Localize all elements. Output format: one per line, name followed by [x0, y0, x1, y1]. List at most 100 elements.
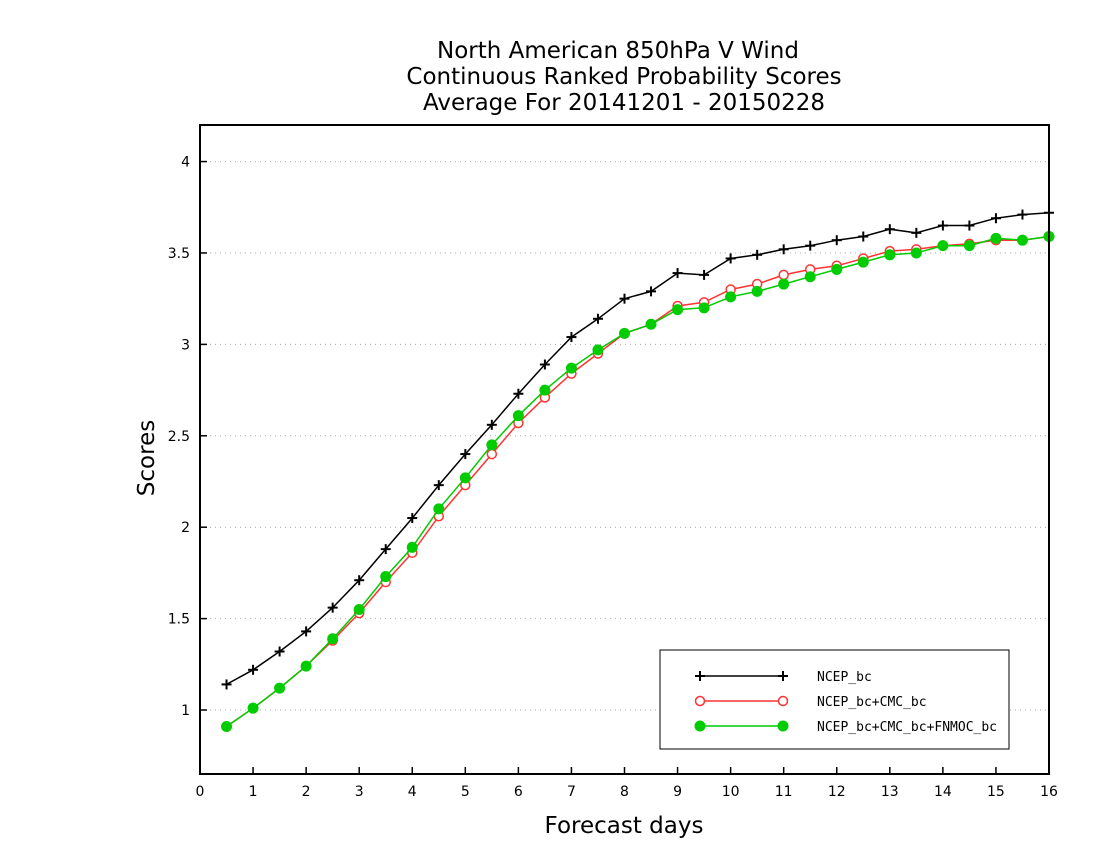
- data-point: [407, 513, 418, 524]
- data-point: [380, 571, 392, 583]
- data-point: [699, 269, 710, 280]
- y-tick-label: 1.5: [168, 612, 190, 628]
- data-point: [698, 302, 710, 314]
- data-point: [804, 271, 816, 283]
- y-tick-label: 4: [181, 155, 190, 171]
- x-tick-label: 4: [408, 784, 417, 800]
- data-point: [539, 359, 550, 370]
- data-point: [433, 503, 445, 515]
- x-tick-label: 12: [828, 784, 846, 800]
- x-tick-label: 13: [881, 784, 899, 800]
- legend-entry-3: NCEP_bc+CMC_bc+FNMOC_bc: [694, 720, 997, 735]
- data-point: [592, 313, 603, 324]
- y-tick-label: 2: [181, 520, 190, 536]
- data-point: [990, 213, 1001, 224]
- data-point: [964, 220, 975, 231]
- data-point: [778, 269, 789, 281]
- data-point: [725, 253, 736, 264]
- data-point: [301, 626, 312, 637]
- data-point: [327, 633, 339, 645]
- series-3: [221, 231, 1055, 732]
- x-tick-label: 16: [1040, 784, 1058, 800]
- series-1: [221, 207, 1054, 690]
- data-point: [725, 291, 737, 303]
- title-line-1: North American 850hPa V Wind: [437, 38, 799, 64]
- x-tick-label: 9: [673, 784, 682, 800]
- data-point: [486, 439, 498, 451]
- legend-marker: [777, 695, 789, 707]
- x-tick-label: 5: [461, 784, 470, 800]
- tick-layer: 11.522.533.540 1 2 3 4 5 6 7 8 9 10 11 12 13 14 15 16: [168, 155, 1058, 800]
- legend-label: NCEP_bc: [817, 670, 872, 685]
- data-point: [460, 449, 471, 460]
- data-point: [274, 646, 285, 657]
- x-tick-label: 3: [355, 784, 364, 800]
- x-tick-label: 6: [514, 784, 523, 800]
- legend-entries: NCEP_bc NCEP_bc+CMC_bc NCEP_bc+CMC_bc+FNMO…: [694, 670, 997, 735]
- legend-entry-1: NCEP_bc: [695, 670, 872, 685]
- legend-marker: [778, 671, 788, 681]
- data-point: [433, 480, 444, 491]
- data-point: [963, 240, 975, 252]
- y-axis-title: Scores: [134, 420, 160, 496]
- data-point: [512, 410, 524, 422]
- data-point: [778, 278, 790, 290]
- grid: [200, 161, 1049, 711]
- legend-marker: [777, 720, 789, 732]
- data-point: [592, 344, 604, 356]
- data-point: [778, 244, 789, 255]
- data-point: [380, 544, 391, 555]
- legend-box: [659, 649, 1010, 750]
- data-point: [672, 304, 684, 316]
- x-tick-label: 14: [934, 784, 952, 800]
- title-line-3: Average For 20141201 - 20150228: [423, 90, 825, 116]
- legend: NCEP_bc NCEP_bc+CMC_bc NCEP_bc+CMC_bc+FNMO…: [659, 649, 1010, 750]
- data-point: [486, 448, 498, 460]
- data-point: [459, 472, 471, 484]
- legend-entry-2: NCEP_bc+CMC_bc: [694, 695, 927, 710]
- data-point: [857, 256, 869, 268]
- title-line-2: Continuous Ranked Probability Scores: [406, 64, 841, 90]
- data-point: [539, 384, 551, 396]
- data-point: [831, 235, 842, 246]
- x-tick-label: 8: [620, 784, 629, 800]
- data-point: [486, 419, 497, 430]
- data-point: [645, 318, 657, 330]
- x-tick-label: 10: [722, 784, 740, 800]
- data-point: [406, 541, 418, 553]
- data-point: [248, 664, 259, 675]
- data-point: [1016, 234, 1028, 246]
- data-point: [752, 249, 763, 260]
- legend-label: NCEP_bc+CMC_bc: [817, 695, 927, 710]
- data-point: [910, 247, 922, 259]
- legend-marker: [694, 695, 706, 707]
- y-tick-label: 2.5: [168, 429, 190, 445]
- series-line: [226, 212, 1050, 686]
- x-tick-label: 15: [987, 784, 1005, 800]
- data-point: [1017, 209, 1028, 220]
- x-axis-title: Forecast days: [545, 813, 704, 839]
- data-point: [884, 249, 896, 261]
- data-point: [831, 263, 843, 275]
- data-point: [646, 286, 657, 297]
- x-tick-label: 0: [196, 784, 205, 800]
- x-tick-label: 7: [567, 784, 576, 800]
- data-point: [300, 660, 312, 672]
- data-point: [672, 268, 683, 279]
- data-point: [221, 679, 232, 690]
- data-point: [327, 602, 338, 613]
- x-tick-label: 2: [302, 784, 311, 800]
- data-point: [565, 362, 577, 374]
- y-tick-label: 1: [181, 703, 190, 719]
- x-tick-label: 11: [775, 784, 793, 800]
- data-point: [247, 702, 259, 714]
- data-point: [805, 240, 816, 251]
- x-tick-label: 1: [249, 784, 258, 800]
- legend-marker: [695, 671, 705, 681]
- series-layer: [221, 207, 1055, 732]
- legend-label: NCEP_bc+CMC_bc+FNMOC_bc: [817, 720, 997, 735]
- data-point: [274, 682, 286, 694]
- data-point: [619, 293, 630, 304]
- data-point: [937, 240, 949, 252]
